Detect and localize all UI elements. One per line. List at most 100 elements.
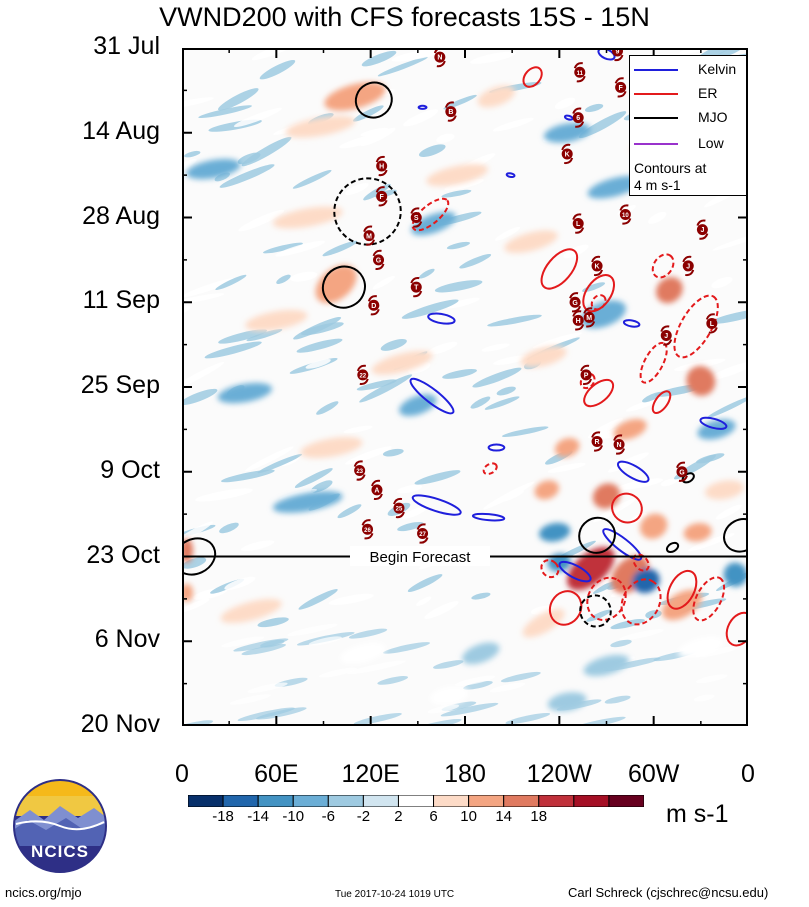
anomaly-blob [504, 230, 558, 254]
storm-marker: H [572, 310, 585, 331]
anomaly-texture-mark [470, 51, 516, 64]
footer-url[interactable]: ncics.org/mjo [5, 885, 82, 900]
storm-swirl [363, 225, 376, 246]
anomaly-texture [182, 48, 748, 726]
colorbar [188, 795, 644, 807]
storm-label: J [686, 264, 690, 271]
y-tick-label: 14 Aug [82, 116, 160, 145]
anomaly-texture-mark [578, 111, 627, 139]
storm-label: S [414, 215, 419, 222]
anomaly-blob [245, 309, 308, 331]
contour-er [725, 611, 748, 647]
anomaly-texture-mark [489, 682, 526, 693]
legend-kelvin-label: Kelvin [698, 61, 737, 77]
storm-swirl [583, 307, 596, 328]
storm-dot [410, 212, 422, 223]
anomaly-texture-mark [259, 60, 296, 80]
anomaly-texture-mark [195, 488, 253, 502]
anomaly-texture-mark [343, 425, 373, 434]
anomaly-blob [683, 523, 712, 542]
legend-er-line [634, 93, 678, 95]
storm-dot [561, 148, 573, 160]
anomaly-texture-mark [443, 94, 477, 110]
storm-dot [354, 465, 366, 477]
anomaly-texture-mark [352, 105, 384, 122]
contour-er [666, 569, 698, 610]
storm-label: G [572, 300, 578, 307]
storm-marker: A [371, 479, 383, 501]
storm-dot [376, 160, 388, 172]
anomaly-texture-mark [695, 674, 728, 684]
contour-er [548, 590, 583, 626]
storm-swirl [367, 295, 380, 316]
storm-label: M [366, 233, 372, 240]
anomaly-texture-mark [218, 329, 268, 344]
anomaly-texture-mark [444, 178, 484, 191]
y-tick-label: 28 Aug [82, 201, 160, 230]
contour-er [583, 378, 615, 408]
contour-er [639, 341, 668, 384]
contour-kelvin [622, 319, 641, 328]
anomaly-texture-mark [322, 240, 358, 257]
anomaly-texture-mark [471, 592, 491, 600]
anomaly-blob [477, 85, 516, 108]
anomaly-texture-mark [241, 643, 286, 656]
colorbar-swatch [503, 795, 540, 807]
contour-er [590, 294, 607, 311]
storm-dot [368, 299, 380, 311]
x-tick-label: 0 [741, 760, 755, 788]
y-tick-label: 25 Sep [80, 371, 160, 399]
storm-marker: D [367, 295, 380, 316]
anomaly-texture-mark [372, 275, 396, 290]
colorbar-swatch [257, 795, 294, 807]
contour-mjo [578, 516, 616, 554]
storm-marker: N [433, 48, 446, 68]
storm-dot [569, 296, 581, 308]
colorbar-label: -18 [212, 808, 234, 825]
storm-label: N [437, 55, 442, 62]
logo-text: NCICS [31, 842, 89, 861]
storm-label: 11 [577, 71, 584, 77]
storm-label: 23 [356, 469, 363, 475]
storm-marker: F [375, 186, 388, 207]
storm-dot [682, 260, 694, 272]
storm-swirl [410, 207, 423, 228]
colorbar-swatch [362, 795, 399, 807]
storm-label: 27 [419, 532, 426, 538]
anomaly-texture-mark [238, 209, 285, 232]
anomaly-texture-mark [256, 707, 307, 720]
anomaly-blob [285, 115, 356, 138]
storm-dot [393, 502, 405, 514]
storm-marker: L [572, 213, 585, 234]
storm-swirl [573, 62, 586, 83]
anomaly-blob [656, 277, 683, 304]
footer-timestamp: Tue 2017-10-24 1019 UTC [335, 889, 455, 900]
contour-mjo [333, 177, 402, 246]
anomaly-texture-mark [356, 379, 397, 391]
x-tick-label: 120E [341, 760, 400, 788]
anomaly-texture-mark [441, 189, 472, 198]
legend-mjo-label: MJO [698, 109, 728, 125]
contour-er [522, 66, 543, 88]
anomaly-texture-mark [408, 362, 431, 374]
anomaly-blob [371, 350, 433, 375]
storm-marker: K [591, 255, 604, 277]
storm-swirl [591, 255, 604, 277]
forecast-label-bg [350, 546, 490, 566]
anomaly-texture-mark [419, 268, 435, 279]
anomaly-texture-mark [472, 367, 522, 388]
storm-dot [591, 435, 603, 447]
colorbar-label: 2 [394, 808, 403, 825]
anomaly-texture-mark [706, 395, 748, 419]
storm-swirl [572, 213, 585, 234]
storm-dot [696, 224, 708, 236]
anomaly-blob [554, 437, 580, 458]
storm-swirl [676, 461, 688, 482]
anomaly-texture-mark [625, 398, 661, 412]
storm-dot [676, 466, 688, 478]
anomaly-texture-mark [219, 522, 239, 534]
anomaly-texture-mark [296, 338, 343, 353]
storm-label: G [376, 257, 382, 264]
contour-er [540, 248, 579, 290]
